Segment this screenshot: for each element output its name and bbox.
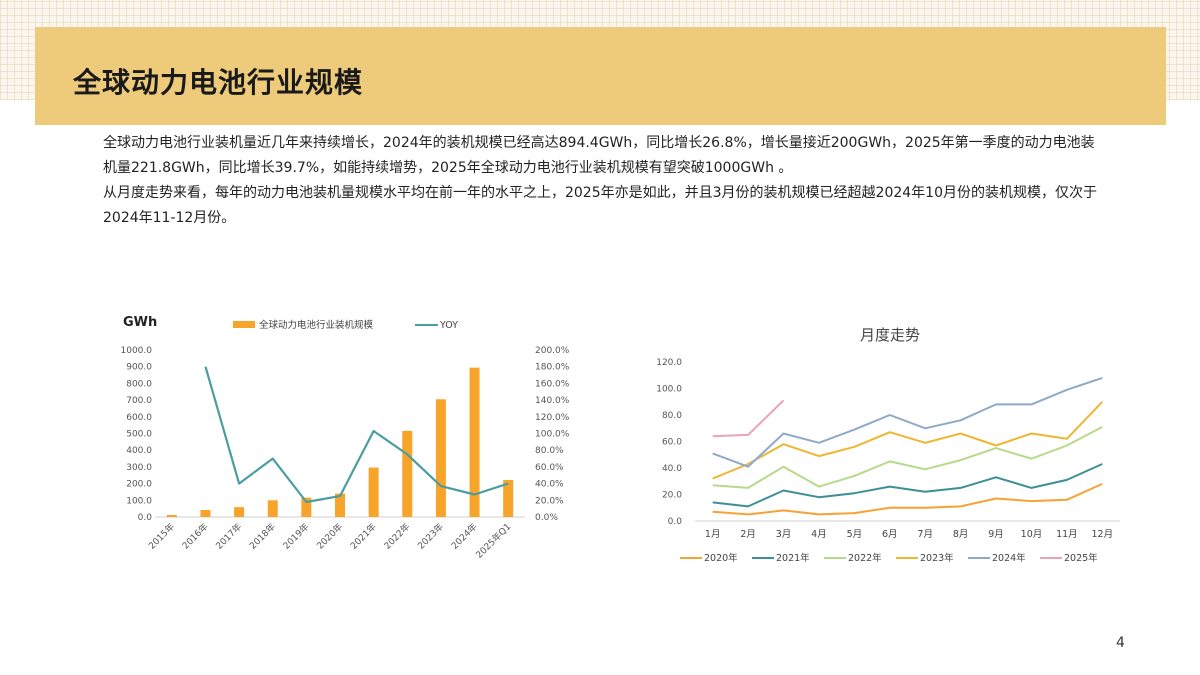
x-tick-label: 7月 [917, 529, 933, 540]
x-tick-label: 4月 [811, 529, 827, 540]
bar-2020年 [335, 493, 345, 517]
series-line-2025年 [712, 399, 785, 438]
bar-2019年 [301, 497, 312, 517]
yoy-line [204, 366, 509, 504]
x-tick-label: 2025年Q1 [473, 521, 513, 561]
x-tick-label: 2024年 [449, 521, 480, 552]
y-right-tick-label: 40.0% [535, 480, 564, 490]
legend-label-2021年: 2021年 [776, 552, 810, 564]
bar-2025年Q1 [503, 479, 514, 517]
y-right-tick-label: 20.0% [535, 496, 564, 506]
series-line-2024年 [712, 376, 1103, 468]
y-left-tick-label: 900.0 [126, 363, 152, 373]
paragraph-monthly: 从月度走势来看，每年的动力电池装机量规模水平均在前一年的水平之上，2025年亦是… [103, 185, 1097, 226]
legend-label-yoy: YOY [439, 320, 458, 331]
y-left-tick-label: 400.0 [126, 446, 152, 456]
y-left-tick-label: 100.0 [126, 496, 152, 506]
bar-2017年 [234, 507, 245, 517]
x-tick-label: 10月 [1021, 529, 1043, 540]
title-band: 全球动力电池行业规模 [35, 27, 1166, 125]
legend-label-2025年: 2025年 [1064, 552, 1098, 564]
x-tick-label: 6月 [882, 529, 898, 540]
y-right-tick-label: 160.0% [535, 379, 570, 389]
x-tick-label: 3月 [776, 529, 792, 540]
y-left-tick-label: 300.0 [126, 463, 152, 473]
legend-label-2022年: 2022年 [848, 552, 882, 564]
bar-2018年 [267, 500, 278, 517]
y-tick-label: 40.0 [662, 464, 682, 474]
y-tick-label: 0.0 [668, 517, 683, 527]
y-left-tick-label: 0.0 [138, 513, 153, 523]
y-tick-label: 80.0 [662, 411, 682, 421]
x-tick-label: 2019年 [280, 521, 311, 552]
x-tick-label: 5月 [847, 529, 863, 540]
bar-2016年 [200, 509, 211, 517]
legend-swatch-bar [233, 321, 255, 328]
y-right-tick-label: 60.0% [535, 463, 564, 473]
y-left-tick-label: 800.0 [126, 379, 152, 389]
chart-title: 月度走势 [860, 326, 920, 344]
x-tick-label: 11月 [1056, 529, 1078, 540]
y-left-tick-label: 1000.0 [121, 346, 153, 356]
legend-label-bar: 全球动力电池行业装机规模 [259, 319, 374, 331]
x-tick-label: 2022年 [381, 521, 412, 552]
y-left-tick-label: 600.0 [126, 413, 152, 423]
y-left-tick-label: 200.0 [126, 480, 152, 490]
y-right-tick-label: 200.0% [535, 346, 570, 356]
legend-label-2024年: 2024年 [992, 552, 1026, 564]
y-tick-label: 20.0 [662, 491, 682, 501]
x-tick-label: 2月 [740, 529, 756, 540]
page-title: 全球动力电池行业规模 [73, 66, 364, 99]
x-tick-label: 12月 [1091, 529, 1113, 540]
y-right-tick-label: 100.0% [535, 430, 570, 440]
bar-2022年 [402, 430, 413, 517]
x-tick-label: 9月 [988, 529, 1004, 540]
x-tick-label: 2015年 [146, 521, 177, 552]
y-tick-label: 60.0 [662, 438, 682, 448]
bar-2021年 [368, 467, 379, 517]
x-tick-label: 2016年 [180, 521, 211, 552]
y-right-tick-label: 140.0% [535, 396, 570, 406]
y-right-tick-label: 120.0% [535, 413, 570, 423]
y-right-tick-label: 180.0% [535, 363, 570, 373]
body-text: 全球动力电池行业装机量近几年来持续增长，2024年的装机规模已经高达894.4G… [103, 131, 1103, 231]
legend-label-2023年: 2023年 [920, 552, 954, 564]
monthly-trend-chart: 月度走势 0.0 20.0 40.0 60.0 80.0 100.0 120.0 1月 2月 3月 4… [645, 315, 1125, 575]
x-tick-label: 8月 [953, 529, 969, 540]
page-number: 4 [1116, 635, 1125, 651]
x-tick-label: 2023年 [415, 521, 446, 552]
bar-2024年 [469, 367, 480, 517]
monthly-trend-chart-svg: 月度走势 0.0 20.0 40.0 60.0 80.0 100.0 120.0 1月 2月 3月 4… [656, 326, 1120, 564]
annual-capacity-chart-svg: GWh 全球动力电池行业装机规模 YOY 0.0 100.0 200.0 300.0 400.… [121, 315, 570, 561]
y-left-tick-label: 700.0 [126, 396, 152, 406]
y-right-tick-label: 0.0% [535, 513, 558, 523]
series-line-2020年 [712, 482, 1103, 516]
x-tick-label: 2017年 [213, 521, 244, 552]
y-tick-label: 100.0 [656, 385, 682, 395]
paragraph-annual: 全球动力电池行业装机量近几年来持续增长，2024年的装机规模已经高达894.4G… [103, 135, 1095, 176]
annual-capacity-chart: GWh 全球动力电池行业装机规模 YOY 0.0 100.0 200.0 300.0 400.… [110, 305, 590, 585]
legend-label-2020年: 2020年 [704, 552, 738, 564]
series-line-2021年 [712, 463, 1103, 508]
y-tick-label: 120.0 [656, 358, 682, 368]
y-left-tick-label: 500.0 [126, 430, 152, 440]
series-line-2023年 [712, 401, 1104, 480]
y-right-tick-label: 80.0% [535, 446, 564, 456]
bar-2023年 [435, 399, 446, 517]
x-tick-label: 2018年 [247, 521, 278, 552]
bar-2015年 [166, 514, 177, 517]
series-line-2022年 [712, 426, 1103, 489]
unit-label: GWh [123, 315, 157, 330]
x-tick-label: 2020年 [314, 521, 345, 552]
x-tick-label: 1月 [705, 529, 721, 540]
x-tick-label: 2021年 [348, 521, 379, 552]
